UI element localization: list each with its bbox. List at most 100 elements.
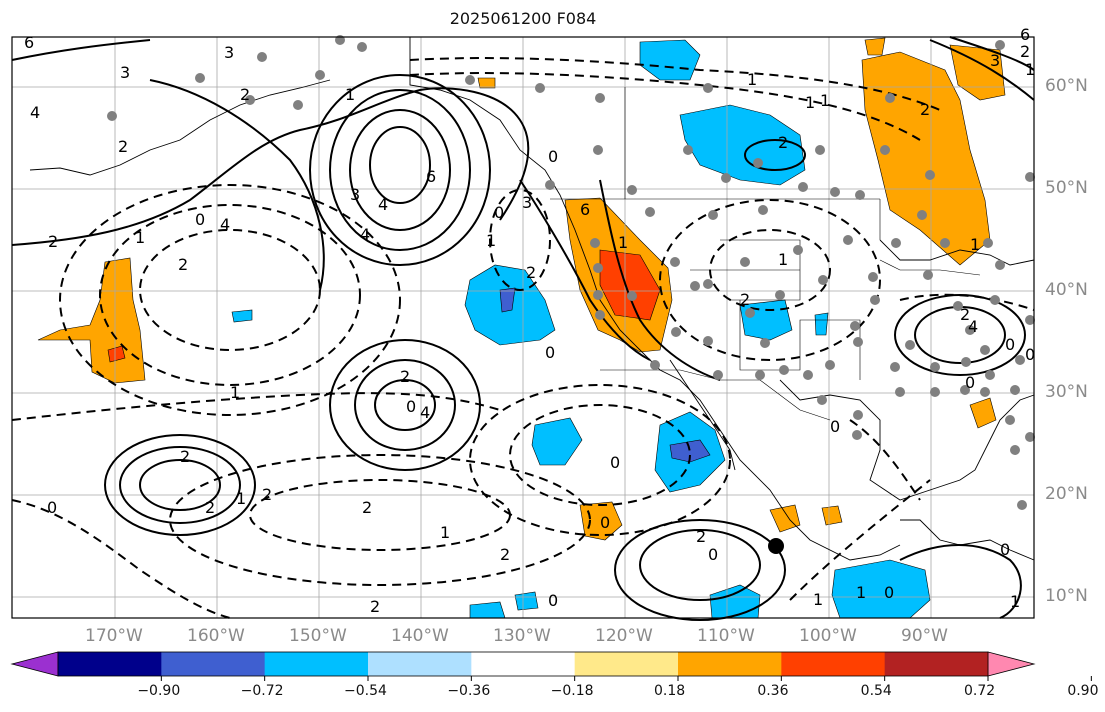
- lon-label: 90°W: [901, 626, 948, 646]
- contour-label: 1: [1010, 592, 1020, 611]
- contour-label: 0: [406, 397, 416, 416]
- contour-label: 1: [778, 250, 788, 269]
- contour-label: 0: [1005, 335, 1015, 354]
- colorbar-extend-low: [10, 651, 59, 677]
- colorbar-tick-label: 0.54: [860, 683, 892, 699]
- contour-label: 0: [830, 417, 840, 436]
- lat-label: 10°N: [1045, 586, 1088, 606]
- borders: [550, 87, 981, 421]
- location-marker: [768, 538, 784, 554]
- map-title: 2025061200 F084: [449, 9, 597, 28]
- colorbar-tick-label: 0.18: [654, 683, 686, 699]
- lon-label: 150°W: [289, 626, 347, 646]
- colorbar: [10, 651, 1092, 681]
- lat-label: 30°N: [1045, 382, 1088, 402]
- colorbar-tick-label: −0.18: [550, 683, 594, 699]
- colorbar-segment: [58, 652, 162, 676]
- contour-label: 2: [48, 232, 58, 251]
- colorbar-tick-label: 0.72: [964, 683, 996, 699]
- contour-label: 3: [120, 63, 130, 82]
- contour-label: 1: [820, 91, 830, 110]
- contour-label: 2: [960, 305, 970, 324]
- contour-label: 3: [522, 193, 532, 212]
- contour-label: 0: [1000, 540, 1010, 559]
- lon-label: 120°W: [595, 626, 653, 646]
- contour-label: 0: [708, 545, 718, 564]
- contour-label: 0: [548, 591, 558, 610]
- colorbar-segment: [884, 652, 989, 676]
- lat-label: 20°N: [1045, 484, 1088, 504]
- contour-label: 2: [118, 137, 128, 156]
- contour-label: 6: [580, 200, 590, 219]
- contour-label: 2: [400, 367, 410, 386]
- contour-label: 2: [740, 290, 750, 309]
- colorbar-segment: [161, 652, 266, 676]
- contour-label: 2: [1020, 42, 1030, 61]
- contour-label: 2: [370, 597, 380, 616]
- station-dots: [107, 35, 1035, 510]
- contour-label: 0: [600, 513, 610, 532]
- lat-label: 60°N: [1045, 76, 1088, 96]
- lat-label: 50°N: [1045, 178, 1088, 198]
- contour-label: 1: [1025, 60, 1035, 79]
- contour-label: 1: [135, 228, 145, 247]
- contour-label: 1: [970, 235, 980, 254]
- colorbar-tick-label: 0.90: [1067, 683, 1099, 699]
- positive-anomaly-shading: [37, 37, 1006, 541]
- contour-label: 3: [990, 51, 1000, 70]
- colorbar-segment: [368, 652, 472, 676]
- contour-label: 4: [420, 403, 430, 422]
- contour-label: 0: [545, 343, 555, 362]
- contour-label: 2: [240, 85, 250, 104]
- lon-label: 100°W: [799, 626, 857, 646]
- contour-label: 2: [205, 498, 215, 517]
- dashed-contours: [11, 57, 1035, 619]
- contour-label: 0: [195, 210, 205, 229]
- contour-label: 0: [47, 498, 57, 517]
- colorbar-segment: [471, 652, 576, 676]
- contour-label: 1: [856, 583, 866, 602]
- contour-label: 3: [224, 43, 234, 62]
- lon-label: 110°W: [697, 626, 755, 646]
- contour-label: 6: [24, 33, 34, 52]
- contour-label: 4: [378, 195, 388, 214]
- colorbar-tick-label: −0.54: [344, 683, 387, 699]
- contour-label: 1: [813, 590, 823, 609]
- map-frame: [11, 36, 1035, 619]
- contour-label: 6: [426, 167, 436, 186]
- contour-label: 1: [805, 93, 815, 112]
- colorbar-tick-label: 0.36: [757, 683, 789, 699]
- contour-label: 0: [884, 583, 894, 602]
- coastlines: [29, 37, 1035, 561]
- colorbar-tick-label: −0.36: [447, 683, 491, 699]
- contour-label: 4: [360, 225, 370, 244]
- lon-label: 160°W: [187, 626, 245, 646]
- contour-label: 0: [494, 203, 504, 222]
- colorbar-tick-label: −0.90: [137, 683, 181, 699]
- negative-anomaly-shading: [231, 39, 931, 619]
- contour-label: 1: [230, 383, 240, 402]
- colorbar-segment: [264, 652, 369, 676]
- contour-label: 2: [696, 527, 706, 546]
- colorbar-segment: [574, 652, 679, 676]
- lon-label: 170°W: [85, 626, 143, 646]
- contour-label: 2: [262, 485, 272, 504]
- contour-label: 0: [1025, 345, 1035, 364]
- contour-label: 1: [236, 489, 246, 508]
- colorbar-segment: [678, 652, 782, 676]
- contour-label: 0: [610, 453, 620, 472]
- lat-label: 40°N: [1045, 280, 1088, 300]
- contour-label: 2: [920, 100, 930, 119]
- contour-label: 3: [350, 185, 360, 204]
- lon-label: 140°W: [391, 626, 449, 646]
- contour-label: 1: [747, 70, 757, 89]
- contour-label: 6: [1020, 25, 1030, 44]
- contour-label: 0: [548, 147, 558, 166]
- contour-label: 1: [345, 85, 355, 104]
- colorbar-tick-label: −0.72: [240, 683, 284, 699]
- contour-label: 1: [440, 523, 450, 542]
- graticule: [12, 37, 1034, 618]
- contour-label: 1: [486, 231, 496, 250]
- contour-label: 2: [778, 133, 788, 152]
